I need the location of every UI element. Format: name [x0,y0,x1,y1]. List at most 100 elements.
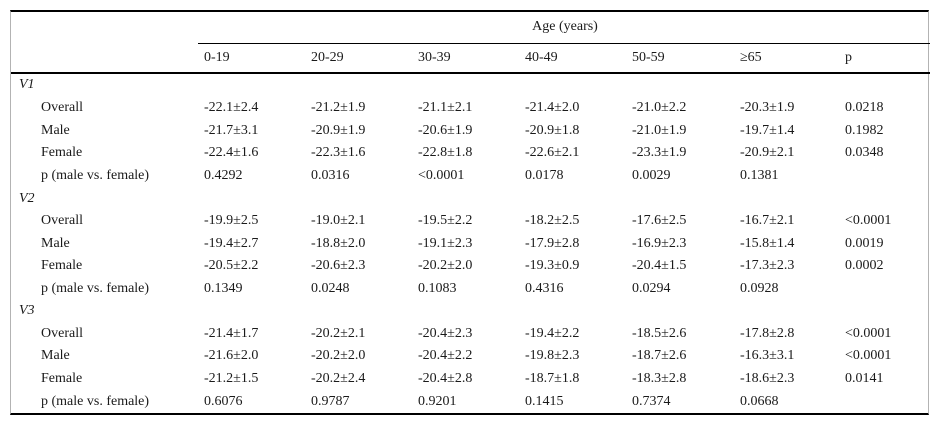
row-label: Overall [41,100,83,116]
table-cell: -19.1±2.3 [418,235,473,251]
age-group-header: Age (years) [198,12,930,44]
table-cell: 0.0248 [311,280,350,296]
table-cell: -20.2±2.1 [311,325,366,341]
table-cell: -18.3±2.8 [632,371,687,386]
table-cell: -18.6±2.3 [740,371,795,386]
table-cell: -22.6±2.1 [525,145,580,161]
table-cell: -17.8±2.8 [740,325,795,341]
table-cell [839,165,930,188]
column-header-50-59: 50-59 [626,43,734,74]
table-cell: -22.4±1.6 [204,145,259,161]
column-header-ge65: ≥65 [734,43,839,74]
table-cell: -15.8±1.4 [740,235,795,251]
table-cell: 0.1982 [845,122,884,138]
section-label: V2 [19,190,35,206]
table-cell: -19.3±0.9 [525,258,580,274]
table-cell: -19.8±2.3 [525,348,580,364]
table-cell: -17.6±2.5 [632,213,687,229]
table-cell: -18.8±2.0 [311,235,366,251]
table-cell: 0.0002 [845,258,884,274]
table-cell: <0.0001 [418,167,465,183]
table-cell [839,390,930,413]
table-cell: 0.9787 [311,393,350,409]
table-row: Male -21.6±2.0 -20.2±2.0 -20.4±2.2 -19.8±2.3… [11,345,930,368]
table-cell: -20.4±2.3 [418,325,473,341]
empty-corner-cell [11,12,198,43]
row-label: Male [41,348,70,364]
row-label: p (male vs. female) [41,393,150,409]
table-cell: -19.7±1.4 [740,122,795,138]
table-cell: -23.3±1.9 [632,145,687,161]
table-cell: 0.0668 [740,393,779,409]
age-span-row: Age (years) [11,12,930,44]
table-cell [839,277,930,300]
table-row: Male -21.7±3.1 -20.9±1.9 -20.6±1.9 -20.9±1.8… [11,120,930,143]
table-cell: 0.0019 [845,235,884,251]
table-cell: -21.1±2.1 [418,100,473,116]
table-cell: -22.3±1.6 [311,145,366,161]
table-cell: 0.0029 [632,167,671,183]
table-cell: -19.4±2.2 [525,325,580,341]
table-row: Female -20.5±2.2 -20.6±2.3 -20.2±2.0 -19.3±0… [11,255,930,278]
results-table: Age (years) 0-19 20-29 30-39 40-49 50-59… [11,12,930,413]
empty-label-header [11,43,198,74]
results-table-frame: Age (years) 0-19 20-29 30-39 40-49 50-59… [10,10,930,415]
row-label: p (male vs. female) [41,167,150,183]
table-cell: -20.4±1.5 [632,258,687,274]
table-cell: -19.4±2.7 [204,235,259,251]
table-cell: -20.2±2.0 [311,348,366,364]
row-label: Female [41,258,83,274]
column-header-20-29: 20-29 [305,43,412,74]
table-row: Female -21.2±1.5 -20.2±2.4 -20.4±2.8 -18.7±1… [11,368,930,391]
table-body: V1 Overall -22.1±2.4 -21.2±1.9 -21.1±2.1 -21.… [11,73,930,413]
table-cell: -20.9±2.1 [740,145,795,161]
table-cell: -18.7±1.8 [525,371,580,386]
table-cell: -21.0±2.2 [632,100,687,116]
table-cell: -21.2±1.5 [204,371,259,386]
section-row: V3 [11,300,930,323]
table-cell: 0.0928 [740,280,779,296]
section-label: V3 [19,303,35,319]
table-cell: 0.7374 [632,393,671,409]
column-header-30-39: 30-39 [412,43,519,74]
table-cell: 0.0141 [845,371,884,386]
column-header-40-49: 40-49 [519,43,626,74]
table-row: Overall -22.1±2.4 -21.2±1.9 -21.1±2.1 -21.4±… [11,97,930,120]
table-cell: -20.4±2.2 [418,348,473,364]
table-cell: -20.6±1.9 [418,122,473,138]
table-cell: -16.9±2.3 [632,235,687,251]
row-label: Overall [41,213,83,229]
table-header: Age (years) 0-19 20-29 30-39 40-49 50-59… [11,12,930,74]
table-cell: -20.2±2.0 [418,258,473,274]
row-label: Female [41,145,83,161]
table-cell: 0.0348 [845,145,884,161]
column-header-p: p [839,43,930,74]
table-cell: -16.7±2.1 [740,213,795,229]
table-cell: -20.5±2.2 [204,258,259,274]
table-cell: -19.9±2.5 [204,213,259,229]
table-cell: -19.0±2.1 [311,213,366,229]
row-label: Overall [41,325,83,341]
table-row: p (male vs. female) 0.4292 0.0316 <0.0001 0.… [11,165,930,188]
table-cell: -21.7±3.1 [204,122,259,138]
table-cell: -16.3±3.1 [740,348,795,364]
table-row: Overall -21.4±1.7 -20.2±2.1 -20.4±2.3 -19.4±… [11,323,930,346]
table-cell: -20.2±2.4 [311,371,366,386]
table-cell: -20.4±2.8 [418,371,473,386]
table-cell: <0.0001 [845,325,892,341]
table-row: p (male vs. female) 0.6076 0.9787 0.9201 0.1… [11,390,930,413]
table-cell: <0.0001 [845,348,892,364]
table-cell: -20.3±1.9 [740,100,795,116]
table-cell: -18.5±2.6 [632,325,687,341]
table-cell: -17.3±2.3 [740,258,795,274]
table-row: Male -19.4±2.7 -18.8±2.0 -19.1±2.3 -17.9±2.8… [11,232,930,255]
table-cell: -22.8±1.8 [418,145,473,161]
table-cell: -21.0±1.9 [632,122,687,138]
table-cell: -19.5±2.2 [418,213,473,229]
table-cell: -21.4±2.0 [525,100,580,116]
table-cell: 0.0218 [845,100,884,116]
row-label: Male [41,122,70,138]
table-row: Overall -19.9±2.5 -19.0±2.1 -19.5±2.2 -18.2±… [11,210,930,233]
table-cell: 0.0178 [525,167,564,183]
